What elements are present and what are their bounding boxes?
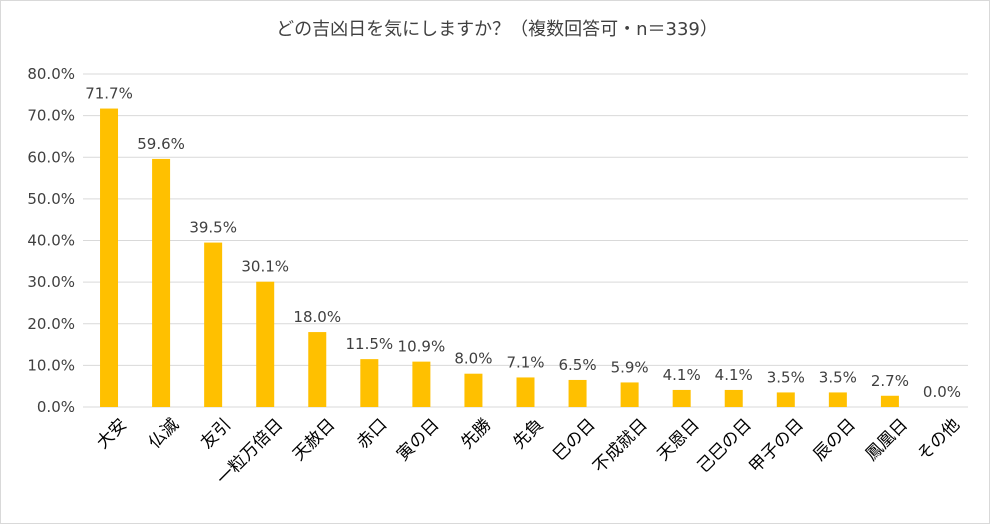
y-tick-label: 0.0% [37, 398, 75, 416]
category-label: 己巳の日 [694, 415, 756, 477]
category-label: 天恩日 [653, 415, 703, 465]
category-label: 仏滅 [145, 415, 183, 453]
bar [464, 373, 483, 407]
data-label: 3.5% [819, 368, 857, 386]
bar [828, 392, 847, 407]
bar [100, 108, 119, 407]
category-label: 甲子の日 [746, 415, 808, 477]
category-label: 大安 [93, 415, 131, 453]
data-label: 11.5% [345, 335, 393, 353]
data-label: 7.1% [506, 353, 544, 371]
y-tick-label: 50.0% [27, 190, 75, 208]
bar [412, 361, 431, 407]
bar [516, 377, 535, 407]
category-label: 先勝 [457, 415, 495, 453]
data-label: 4.1% [663, 366, 701, 384]
category-label: 辰の日 [810, 415, 860, 465]
data-label: 6.5% [559, 356, 597, 374]
bar [256, 281, 275, 407]
bar [360, 359, 379, 407]
bar [204, 242, 223, 407]
category-label: 寅の日 [393, 415, 443, 465]
category-label: 鳳凰日 [862, 415, 912, 465]
category-label: 巳の日 [549, 415, 599, 465]
y-tick-label: 70.0% [27, 107, 75, 125]
y-tick-label: 10.0% [27, 356, 75, 374]
bars [100, 108, 899, 407]
y-axis-ticks: 0.0% 10.0% 20.0% 30.0% 40.0% 50.0% 60.0% 70.0% 8… [27, 65, 75, 416]
category-label: 天赦日 [289, 415, 339, 465]
bar [880, 395, 899, 407]
data-label: 0.0% [923, 383, 961, 401]
data-label: 4.1% [715, 366, 753, 384]
data-label: 30.1% [241, 258, 289, 276]
category-label: 不成就日 [589, 415, 651, 477]
data-label: 59.6% [137, 135, 185, 153]
data-label: 5.9% [611, 358, 649, 376]
category-label: 赤口 [353, 415, 391, 453]
y-tick-label: 20.0% [27, 315, 75, 333]
data-label: 39.5% [189, 219, 237, 237]
y-tick-label: 60.0% [27, 148, 75, 166]
bar [620, 382, 639, 407]
data-label: 71.7% [85, 85, 133, 103]
bar [776, 392, 795, 407]
bar [152, 158, 171, 407]
bar [724, 389, 743, 407]
bar [672, 389, 691, 407]
data-label: 18.0% [293, 308, 341, 326]
category-label: 先負 [509, 415, 547, 453]
bar [568, 379, 587, 407]
y-tick-label: 40.0% [27, 232, 75, 250]
data-labels: 71.7% 59.6% 39.5% 30.1% 18.0%11.5% 10.9% 8.0% 7… [85, 85, 961, 401]
y-tick-label: 30.0% [27, 273, 75, 291]
data-label: 10.9% [398, 338, 446, 356]
chart-title: どの吉凶日を気にしますか？（複数回答可・n＝339） [276, 19, 718, 40]
y-tick-label: 80.0% [27, 65, 75, 83]
category-label: その他 [914, 415, 964, 465]
data-label: 8.0% [454, 350, 492, 368]
data-label: 3.5% [767, 368, 805, 386]
bar [308, 332, 327, 407]
gridlines [83, 73, 968, 408]
data-label: 2.7% [871, 372, 909, 390]
category-label: 友引 [197, 415, 235, 453]
